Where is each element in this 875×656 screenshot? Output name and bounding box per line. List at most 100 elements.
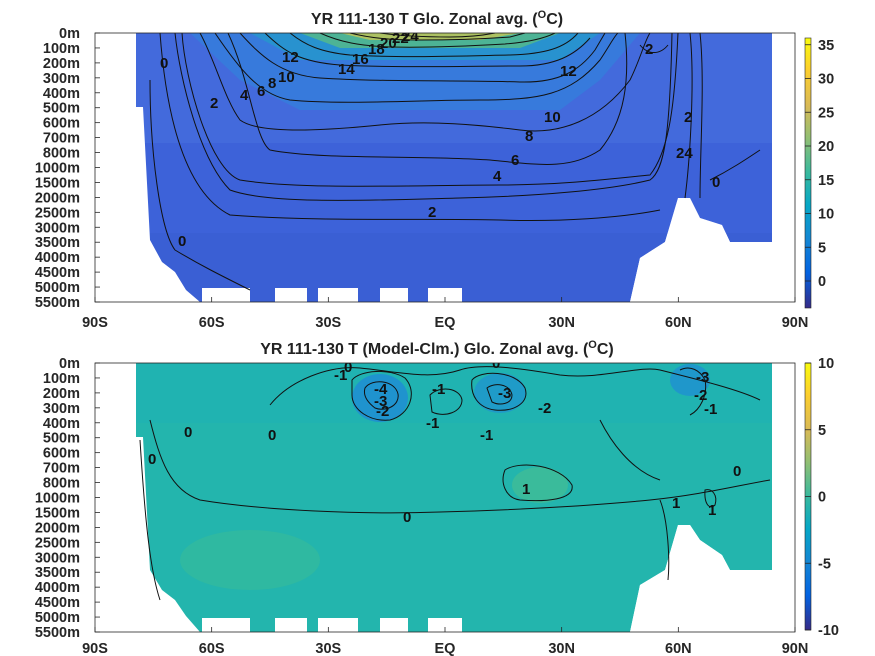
contour-label: -1 <box>432 381 445 398</box>
contour-label: 0 <box>178 233 186 250</box>
contour-label: 12 <box>560 63 577 80</box>
colorbar-tick-label: 10 <box>818 207 834 223</box>
land-mask-south-2 <box>95 363 200 632</box>
y-tick-label: 800m <box>43 476 80 492</box>
colorbar-tick-label: -5 <box>818 556 831 572</box>
x-tick-label: 60S <box>199 315 225 331</box>
contour-label: -1 <box>426 415 439 432</box>
x-tick-label: EQ <box>435 315 456 331</box>
y-tick-label: 4500m <box>35 265 80 281</box>
contour-label: 2 <box>210 95 218 112</box>
contour-label: 0 <box>184 424 192 441</box>
land-mask-south-1 <box>95 33 200 302</box>
contour-label: 14 <box>338 61 355 78</box>
colorbar-tick-label: 10 <box>818 356 834 372</box>
contour-label: 2 <box>428 204 436 221</box>
y-tick-label: 5500m <box>35 625 80 641</box>
y-tick-label: 0m <box>59 356 80 372</box>
y-tick-label: 3000m <box>35 220 80 236</box>
colorbar-ticks-1: 35 30 25 20 15 10 5 0 <box>805 38 834 290</box>
x-axis-1: 90S 60S 30S EQ 30N 60N 90N <box>82 297 808 331</box>
y-tick-label: 700m <box>43 131 80 147</box>
contour-label: -3 <box>498 385 511 402</box>
contour-label: -2 <box>376 403 389 420</box>
x-tick-label: 30N <box>548 315 575 331</box>
x-tick-label: 90S <box>82 641 108 656</box>
chart-title-1: YR 111-130 T Glo. Zonal avg. (OC) <box>311 9 563 28</box>
contour-label: -2 <box>694 387 707 404</box>
x-tick-label: EQ <box>435 641 456 656</box>
y-tick-label: 400m <box>43 416 80 432</box>
contour-label: -2 <box>538 400 551 417</box>
y-tick-label: 800m <box>43 146 80 162</box>
contour-label: -1 <box>480 427 493 444</box>
y-tick-label: 600m <box>43 446 80 462</box>
y-tick-label: 4000m <box>35 250 80 266</box>
contour-label: 1 <box>708 502 716 519</box>
contour-label: 24 <box>402 28 419 45</box>
contour-label: -4 <box>374 381 388 398</box>
y-tick-label: 200m <box>43 386 80 402</box>
contour-label: 0 <box>492 355 500 372</box>
contour-label: 10 <box>544 109 561 126</box>
colorbar-tick-label: 5 <box>818 240 826 256</box>
contour-label: 1 <box>522 481 530 498</box>
y-tick-label: 5000m <box>35 280 80 296</box>
colorbar-tick-label: 0 <box>818 274 826 290</box>
contour-label: 18 <box>368 41 385 58</box>
chart-title-2: YR 111-130 T (Model-Clm.) Glo. Zonal avg… <box>260 339 614 358</box>
y-tick-label: 500m <box>43 431 80 447</box>
contour-label: 0 <box>344 359 352 376</box>
x-tick-label: 90S <box>82 315 108 331</box>
colorbar-tick-label: -10 <box>818 623 839 639</box>
y-tick-label: 4000m <box>35 580 80 596</box>
contour-labels-2: 0 -1 -4 -3 -2 -1 -1 0 -3 -2 -1 0 0 0 1 0… <box>148 355 741 526</box>
y-tick-label: 5000m <box>35 610 80 626</box>
contour-label: 2 <box>684 109 692 126</box>
y-tick-label: 2500m <box>35 205 80 221</box>
contour-label: 0 <box>268 427 276 444</box>
contour-label: 4 <box>493 168 502 185</box>
contour-label: 20 <box>380 35 397 52</box>
y-tick-label: 1000m <box>35 161 80 177</box>
y-tick-label: 3500m <box>35 235 80 251</box>
y-tick-label: 100m <box>43 41 80 57</box>
contour-label: 10 <box>278 69 295 86</box>
contour-lines-2 <box>139 366 771 601</box>
contour-lines-1 <box>149 33 761 291</box>
land-mask-north-2 <box>630 363 795 632</box>
contour-labels-1: 0 2 4 6 8 10 12 14 16 18 20 22 24 12 10 … <box>160 28 720 250</box>
x-tick-label: 30N <box>548 641 575 656</box>
panel-temperature: YR 111-130 T Glo. Zonal avg. (OC) <box>35 9 834 331</box>
y-tick-label: 3000m <box>35 550 80 566</box>
heatmap-field-2: 0 -1 -4 -3 -2 -1 -1 0 -3 -2 -1 0 0 0 1 0… <box>95 355 795 632</box>
contour-label: -3 <box>696 369 709 386</box>
contour-label: 0 <box>403 509 411 526</box>
y-tick-label: 2000m <box>35 520 80 536</box>
colorbar-gradient-1 <box>804 37 812 309</box>
colorbar-tick-label: 25 <box>818 105 834 121</box>
colorbar-tick-label: 30 <box>818 72 834 88</box>
colorbar-tick-label: 5 <box>818 423 826 439</box>
colorbar-tick-label: 0 <box>818 490 826 506</box>
y-tick-label: 400m <box>43 86 80 102</box>
contour-label: 0 <box>148 451 156 468</box>
contour-label: 0 <box>733 463 741 480</box>
x-tick-label: 60N <box>665 315 692 331</box>
y-tick-label: 700m <box>43 461 80 477</box>
colorbar-2: 10 5 0 -5 -10 <box>804 356 839 639</box>
y-tick-label: 300m <box>43 401 80 417</box>
y-tick-label: 300m <box>43 71 80 87</box>
y-tick-label: 500m <box>43 101 80 117</box>
contour-label: 6 <box>511 152 519 169</box>
contour-label: 8 <box>525 128 533 145</box>
contour-label: 22 <box>392 30 409 47</box>
y-tick-label: 5500m <box>35 295 80 311</box>
y-tick-label: 2000m <box>35 190 80 206</box>
contour-label: 1 <box>672 495 680 512</box>
contour-label: 0 <box>160 55 168 72</box>
contour-label: -1 <box>334 367 347 384</box>
contour-label: 8 <box>268 75 276 92</box>
heatmap-field-1: 0 2 4 6 8 10 12 14 16 18 20 22 24 12 10 … <box>95 28 795 302</box>
x-tick-label: 60S <box>199 641 225 656</box>
